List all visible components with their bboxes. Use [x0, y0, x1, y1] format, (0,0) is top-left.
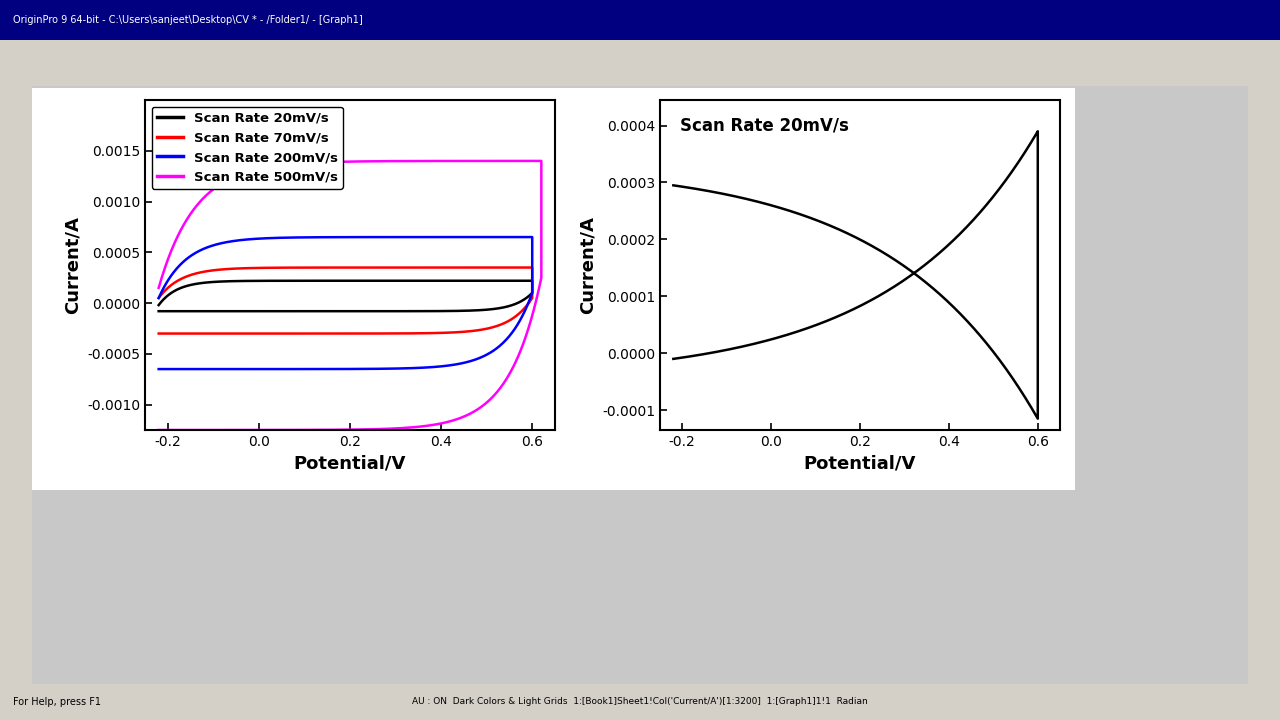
Text: AU : ON  Dark Colors & Light Grids  1:[Book1]Sheet1!Col('Current/A')[1:3200]  1:: AU : ON Dark Colors & Light Grids 1:[Boo… — [412, 698, 868, 706]
Text: OriginPro 9 64-bit - C:\Users\sanjeet\Desktop\CV * - /Folder1/ - [Graph1]: OriginPro 9 64-bit - C:\Users\sanjeet\De… — [13, 15, 362, 24]
Text: For Help, press F1: For Help, press F1 — [13, 697, 101, 707]
Legend: Scan Rate 20mV/s, Scan Rate 70mV/s, Scan Rate 200mV/s, Scan Rate 500mV/s: Scan Rate 20mV/s, Scan Rate 70mV/s, Scan… — [151, 107, 343, 189]
Text: Scan Rate 20mV/s: Scan Rate 20mV/s — [680, 117, 849, 135]
X-axis label: Potential/V: Potential/V — [804, 454, 916, 472]
Y-axis label: Current/A: Current/A — [579, 216, 596, 314]
Y-axis label: Current/A: Current/A — [64, 216, 82, 314]
X-axis label: Potential/V: Potential/V — [294, 454, 406, 472]
